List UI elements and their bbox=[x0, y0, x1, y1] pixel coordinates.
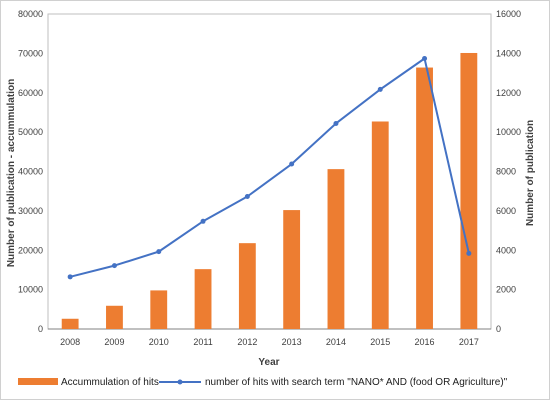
y2-tick-label: 12000 bbox=[496, 88, 521, 98]
y-tick-label: 30000 bbox=[18, 206, 43, 216]
x-tick-label: 2017 bbox=[459, 337, 479, 347]
x-tick-label: 2012 bbox=[237, 337, 257, 347]
x-axis-title: Year bbox=[258, 357, 279, 368]
bar-2015 bbox=[371, 121, 389, 330]
y2-tick-label: 14000 bbox=[496, 48, 521, 58]
x-tick-label: 2008 bbox=[60, 337, 80, 347]
bar-2013 bbox=[283, 210, 301, 329]
y-tick-label: 60000 bbox=[18, 88, 43, 98]
y2-tick-label: 10000 bbox=[496, 127, 521, 137]
bar-2008 bbox=[61, 318, 79, 329]
y-tick-label: 20000 bbox=[18, 245, 43, 255]
y-tick-label: 10000 bbox=[18, 285, 43, 295]
bar-2011 bbox=[194, 269, 212, 329]
y2-tick-label: 16000 bbox=[496, 9, 521, 19]
line-point-2015 bbox=[377, 86, 383, 92]
line-point-2013 bbox=[289, 161, 295, 167]
x-tick-label: 2015 bbox=[370, 337, 390, 347]
y-tick-label: 70000 bbox=[18, 48, 43, 58]
line-point-2010 bbox=[156, 249, 162, 255]
y2-tick-label: 4000 bbox=[496, 245, 516, 255]
line-point-2012 bbox=[244, 194, 250, 200]
line-point-2016 bbox=[422, 55, 428, 61]
legend-label-bar: Accummulation of hits bbox=[61, 377, 159, 388]
bar-2014 bbox=[327, 169, 345, 329]
y-axis-title: Number of publication - accummulation bbox=[6, 79, 17, 267]
y-tick-label: 0 bbox=[38, 324, 43, 334]
x-tick-label: 2013 bbox=[282, 337, 302, 347]
line-point-2017 bbox=[466, 250, 472, 256]
y2-tick-label: 6000 bbox=[496, 206, 516, 216]
bar-2010 bbox=[150, 290, 168, 329]
legend-label-line: number of hits with search term "NANO* A… bbox=[205, 377, 508, 388]
legend-swatch-bar bbox=[18, 378, 58, 385]
line-point-2009 bbox=[111, 263, 117, 269]
x-tick-label: 2009 bbox=[104, 337, 124, 347]
y-tick-label: 80000 bbox=[18, 9, 43, 19]
y-tick-label: 40000 bbox=[18, 167, 43, 177]
x-tick-label: 2010 bbox=[149, 337, 169, 347]
line-point-2014 bbox=[333, 120, 339, 126]
line-series-publications bbox=[69, 57, 470, 278]
line-point-2008 bbox=[67, 274, 73, 280]
y-tick-label: 50000 bbox=[18, 127, 43, 137]
x-tick-label: 2011 bbox=[193, 337, 212, 347]
bar-2009 bbox=[106, 305, 123, 329]
x-tick-label: 2014 bbox=[326, 337, 346, 347]
bar-2012 bbox=[238, 243, 256, 329]
legend-swatch-marker bbox=[177, 379, 183, 385]
bar-2016 bbox=[416, 67, 433, 330]
line-point-2011 bbox=[200, 218, 206, 224]
y2-tick-label: 8000 bbox=[496, 167, 516, 177]
x-tick-label: 2016 bbox=[415, 337, 435, 347]
y2-tick-label: 2000 bbox=[496, 285, 516, 295]
y2-axis-title: Number of publication bbox=[525, 120, 536, 226]
bar-2017 bbox=[460, 52, 478, 329]
y2-tick-label: 0 bbox=[496, 324, 501, 334]
